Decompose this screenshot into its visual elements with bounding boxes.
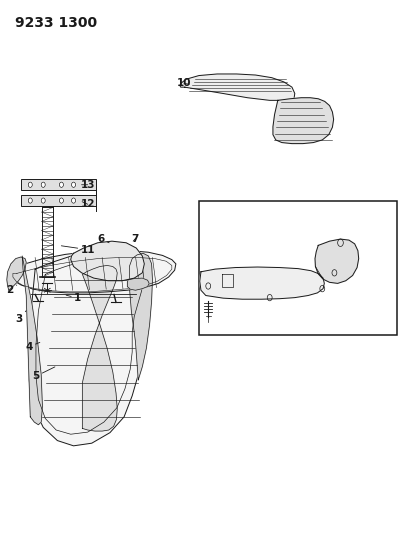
- Polygon shape: [199, 267, 324, 299]
- Text: 8: 8: [359, 240, 395, 251]
- Text: 13: 13: [80, 180, 95, 190]
- Text: 11: 11: [61, 245, 95, 255]
- Circle shape: [41, 198, 45, 203]
- Circle shape: [28, 182, 32, 188]
- Text: 7: 7: [131, 233, 139, 244]
- Text: 14: 14: [197, 323, 212, 333]
- Bar: [21, 180, 96, 190]
- Text: 15: 15: [270, 270, 314, 280]
- Polygon shape: [127, 278, 149, 290]
- Text: 4: 4: [25, 342, 40, 352]
- Text: 9: 9: [203, 261, 213, 270]
- Circle shape: [71, 182, 75, 188]
- Text: 3: 3: [15, 311, 26, 324]
- Circle shape: [41, 182, 45, 188]
- Polygon shape: [9, 251, 175, 293]
- Polygon shape: [129, 253, 152, 380]
- Polygon shape: [82, 265, 117, 431]
- Polygon shape: [70, 241, 144, 281]
- Text: 5: 5: [32, 367, 55, 381]
- Polygon shape: [7, 257, 26, 290]
- Polygon shape: [314, 239, 358, 284]
- Circle shape: [59, 198, 63, 203]
- Circle shape: [71, 198, 75, 203]
- Bar: [198, 200, 396, 335]
- Text: 9233 1300: 9233 1300: [15, 16, 97, 30]
- Text: 1: 1: [66, 293, 81, 303]
- Polygon shape: [272, 98, 333, 143]
- Text: 6: 6: [97, 234, 109, 244]
- Polygon shape: [180, 74, 294, 100]
- Circle shape: [59, 182, 63, 188]
- Polygon shape: [29, 252, 152, 446]
- Polygon shape: [22, 256, 42, 425]
- Bar: [21, 195, 96, 206]
- Text: 2: 2: [7, 285, 17, 295]
- Text: 12: 12: [80, 199, 95, 209]
- Circle shape: [28, 198, 32, 203]
- Text: 10: 10: [176, 78, 191, 88]
